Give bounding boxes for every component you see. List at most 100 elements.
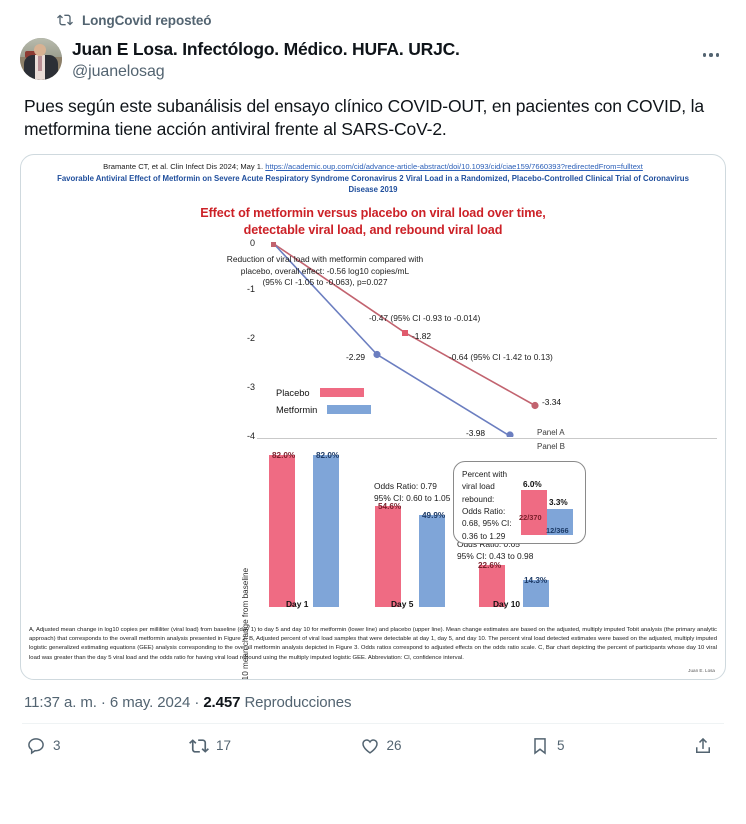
avatar[interactable] [20, 38, 62, 80]
panel-a-day10-effect: -0.64 (95% CI -1.42 to 0.13) [449, 352, 553, 363]
tweet-meta: 11:37 a. m. · 6 may. 2024 · 2.457 Reprod… [20, 680, 726, 723]
panel-b-odds-ratio-day5: Odds Ratio: 0.79 95% CI: 0.60 to 1.05 [374, 480, 450, 504]
panel-a-ytick-3: -3 [246, 382, 255, 393]
figure-title-line2: detectable viral load, and rebound viral… [243, 222, 503, 237]
figure-image[interactable]: Bramante CT, et al. Clin Infect Dis 2024… [20, 153, 726, 680]
bar-placebo-day10 [479, 565, 505, 608]
bar-placebo-day5 [375, 506, 401, 608]
bar-label-metformin-day1: 82.0% [316, 451, 340, 461]
panel-a-ytick-4: -4 [246, 431, 255, 442]
handle[interactable]: @juanelosag [72, 63, 165, 80]
bar-label-placebo-day10: 22.6% [478, 561, 502, 571]
bar-label-metformin-day5: 49.9% [422, 511, 446, 521]
panel-c-line4: Odds Ratio: [462, 507, 506, 517]
or-day10-line2: 95% CI: 0.43 to 0.98 [457, 551, 534, 562]
more-icon [702, 53, 720, 57]
repost-label: LongCovid reposteó [82, 12, 212, 28]
or-day5-line1: Odds Ratio: 0.79 [374, 481, 437, 492]
action-bar: 3 17 26 [20, 724, 726, 756]
more-options-button[interactable] [696, 40, 726, 70]
panel-a-point-label-placebo-day5: -1.82 [412, 331, 432, 342]
panel-c-line3: rebound: [462, 494, 495, 504]
bar-metformin-day10 [523, 580, 549, 608]
or-day10-line1: Odds Ratio: 0.65 [457, 539, 520, 550]
share-icon [693, 736, 713, 756]
panel-b-bar-chart [265, 447, 555, 608]
reply-button[interactable]: 3 [26, 736, 61, 756]
panel-c-line5: 0.68, 95% CI: [462, 519, 512, 529]
retweet-icon [189, 736, 209, 756]
reply-count: 3 [53, 738, 61, 754]
display-name[interactable]: Juan E Losa. Infectólogo. Médico. HUFA. … [72, 39, 460, 59]
bar-label-metformin-day10: 14.3% [524, 576, 548, 586]
citation-link[interactable]: https://academic.oup.com/cid/advance-art… [265, 161, 643, 171]
author-meta: Juan E Losa. Infectólogo. Médico. HUFA. … [72, 38, 460, 81]
repost-button[interactable]: 17 [189, 736, 231, 756]
like-button[interactable]: 26 [360, 736, 402, 756]
bar-label-placebo-day5: 54.6% [378, 502, 402, 512]
bar-placebo-day1 [269, 455, 295, 608]
panel-a-y-axis-label: Log10 mean change from baseline [241, 568, 250, 680]
panel-a-line-chart [271, 242, 539, 438]
panel-c-line6: 0.36 to 1.29 [462, 531, 506, 541]
bookmark-button[interactable]: 5 [530, 736, 565, 756]
figure-citation: Bramante CT, et al. Clin Infect Dis 2024… [29, 161, 717, 172]
plot-area: Log10 mean change from baseline Percenta… [29, 238, 717, 679]
panel-c-label-metformin: 3.3% [549, 498, 568, 508]
citation-prefix: Bramante CT, et al. Clin Infect Dis 2024… [103, 161, 264, 171]
views-count: 2.457 [203, 693, 241, 711]
panel-a-ytick-2: -2 [246, 333, 255, 344]
panel-c-label-placebo: 6.0% [523, 480, 542, 490]
meta-sep-1: · [100, 693, 106, 711]
panel-a-day5-effect: -0.47 (95% CI -0.93 to -0.014) [369, 313, 481, 324]
views-label: Reproducciones [244, 693, 352, 711]
or-day5-line2: 95% CI: 0.60 to 1.05 [374, 493, 451, 504]
overall-effect-line1: Reduction of viral load with metformin c… [226, 254, 424, 265]
divider [22, 722, 724, 724]
bookmark-count: 5 [557, 738, 565, 754]
reply-icon [26, 736, 46, 756]
panel-c-bar-metformin [547, 509, 573, 536]
panel-a-legend: Placebo Metformin [276, 386, 372, 416]
panel-c-bar-placebo [521, 490, 547, 536]
panel-c-caption: Percent with viral load rebound: Odds Ra… [462, 469, 512, 543]
panel-a-axis-line [257, 438, 717, 440]
legend-swatch-metformin [327, 405, 372, 415]
xtick-day5: Day 5 [391, 599, 414, 610]
panel-a-ytick-0: 0 [249, 238, 255, 249]
legend-item-placebo: Placebo [276, 386, 371, 399]
tweet-time: 11:37 a. m. [24, 693, 97, 711]
like-count: 26 [386, 738, 402, 754]
panel-a-ytick-1: -1 [246, 284, 255, 295]
heart-icon [360, 736, 380, 756]
bar-metformin-day5 [419, 515, 445, 608]
share-button[interactable] [693, 736, 720, 756]
repost-header: LongCovid reposteó [20, 0, 726, 34]
overall-effect-line3: (95% CI -1.05 to -0.063), p=0.027 [262, 276, 388, 287]
figure-title-line1: Effect of metformin versus placebo on vi… [200, 206, 546, 221]
repost-count: 17 [216, 738, 232, 754]
tweet-text: Pues según este subanálisis del ensayo c… [24, 96, 704, 140]
bar-label-placebo-day1: 82.0% [272, 451, 296, 461]
panel-a-point-label-metformin-day5: -2.29 [346, 352, 366, 363]
panel-c-box: Percent with viral load rebound: Odds Ra… [453, 461, 586, 545]
legend-item-metformin: Metformin [276, 403, 372, 416]
xtick-day10: Day 10 [493, 599, 521, 610]
figure-credit: Juan E. Losa [688, 667, 715, 673]
legend-label-metformin: Metformin [276, 404, 318, 415]
panel-b-tag: Panel B [537, 442, 566, 452]
panel-a-point-label-metformin-day10: -3.98 [466, 428, 486, 439]
tweet-date: 6 may. 2024 [109, 693, 191, 711]
bar-metformin-day1 [313, 455, 339, 608]
meta-sep-2: · [194, 693, 200, 711]
author-row: Juan E Losa. Infectólogo. Médico. HUFA. … [20, 34, 726, 81]
figure-title: Effect of metformin versus placebo on vi… [29, 205, 717, 238]
panel-a-tag: Panel A [537, 428, 565, 438]
panel-a-overall-effect: Reduction of viral load with metformin c… [227, 254, 423, 288]
panel-c-fraction-metformin: 12/366 [546, 526, 569, 536]
retweet-icon [57, 12, 73, 28]
overall-effect-line2: placebo, overall effect: -0.56 log10 cop… [240, 265, 410, 276]
paper-title: Favorable Antiviral Effect of Metformin … [57, 174, 689, 194]
panel-c-line1: Percent with [462, 470, 508, 480]
